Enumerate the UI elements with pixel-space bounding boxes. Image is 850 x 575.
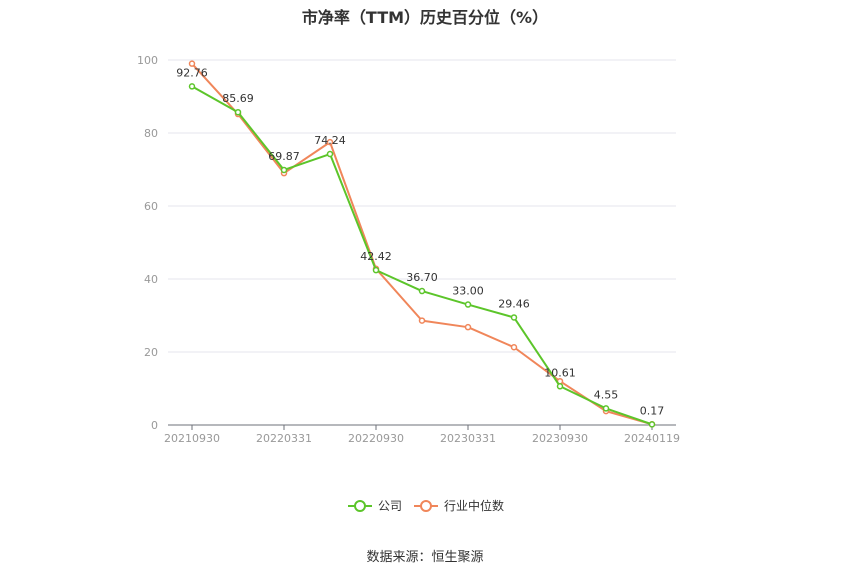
data-point bbox=[464, 323, 472, 331]
data-source: 数据来源：恒生聚源 bbox=[366, 550, 484, 565]
series-line-1 bbox=[191, 62, 653, 426]
data-label: 42.42 bbox=[360, 250, 392, 263]
data-point bbox=[234, 108, 242, 116]
legend-label: 公司 bbox=[378, 499, 402, 513]
data-point bbox=[372, 266, 380, 274]
data-label: 10.61 bbox=[544, 366, 576, 379]
chart-title: 市净率（TTM）历史百分位（%） bbox=[301, 8, 549, 27]
x-tick-label: 20230331 bbox=[440, 432, 496, 445]
y-tick-label: 20 bbox=[144, 346, 158, 359]
data-point bbox=[418, 317, 426, 324]
series-line-0 bbox=[191, 85, 653, 426]
data-point bbox=[464, 301, 472, 308]
data-point bbox=[418, 287, 426, 295]
data-label: 85.69 bbox=[222, 92, 254, 105]
data-label: 4.55 bbox=[594, 388, 619, 401]
data-point bbox=[510, 314, 518, 321]
y-tick-label: 40 bbox=[144, 273, 158, 286]
data-label: 74.24 bbox=[314, 134, 346, 147]
data-point bbox=[188, 60, 196, 67]
x-tick-label: 20220930 bbox=[348, 432, 404, 445]
data-label: 69.87 bbox=[268, 150, 300, 163]
legend-label: 行业中位数 bbox=[444, 498, 504, 513]
legend: 公司 行业中位数 bbox=[348, 498, 504, 513]
y-tick-label: 100 bbox=[137, 54, 158, 67]
legend-marker bbox=[420, 500, 432, 512]
data-point bbox=[602, 405, 610, 412]
data-label: 33.00 bbox=[452, 285, 484, 298]
data-label: 0.17 bbox=[640, 404, 665, 417]
legend-marker bbox=[354, 500, 366, 512]
data-labels: 92.76 85.69 69.87 74.24 42.42 36.70 33.00 29.46… bbox=[176, 66, 664, 417]
data-point bbox=[280, 166, 288, 174]
data-point bbox=[326, 138, 334, 146]
data-point bbox=[556, 383, 564, 390]
x-axis: 20210930 20220331 20220930 20230331 20230930… bbox=[164, 424, 680, 445]
y-tick-label: 0 bbox=[151, 419, 158, 432]
data-label: 36.70 bbox=[406, 271, 438, 284]
y-axis: 0 20 40 60 80 100 bbox=[137, 54, 158, 432]
y-tick-label: 80 bbox=[144, 127, 158, 140]
data-point bbox=[510, 344, 518, 351]
data-point bbox=[326, 150, 334, 158]
data-label: 92.76 bbox=[176, 66, 208, 79]
x-tick-label: 20210930 bbox=[164, 432, 220, 445]
data-point bbox=[648, 421, 656, 428]
x-tick-label: 20220331 bbox=[256, 432, 312, 445]
x-tick-label: 20230930 bbox=[532, 432, 588, 445]
x-tick-label: 20240119 bbox=[624, 432, 680, 445]
series-lines bbox=[188, 60, 656, 428]
grid-lines bbox=[168, 59, 676, 353]
data-label: 29.46 bbox=[498, 297, 530, 310]
y-tick-label: 60 bbox=[144, 200, 158, 213]
data-point bbox=[188, 83, 196, 90]
